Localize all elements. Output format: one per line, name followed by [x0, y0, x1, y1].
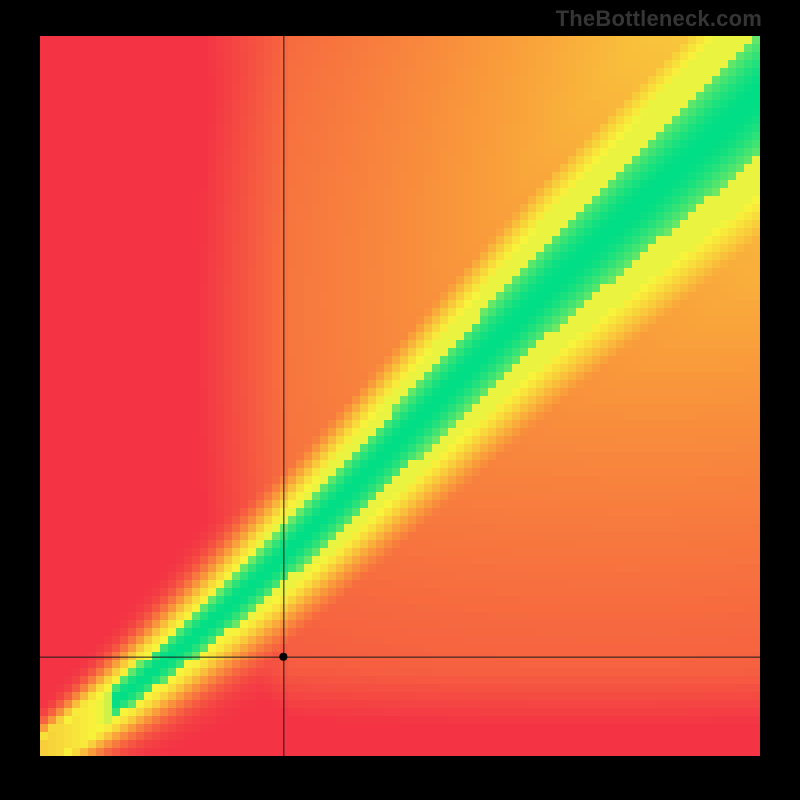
watermark-text: TheBottleneck.com — [556, 6, 762, 32]
crosshair-overlay — [40, 36, 760, 756]
heatmap-plot-area — [40, 36, 760, 756]
